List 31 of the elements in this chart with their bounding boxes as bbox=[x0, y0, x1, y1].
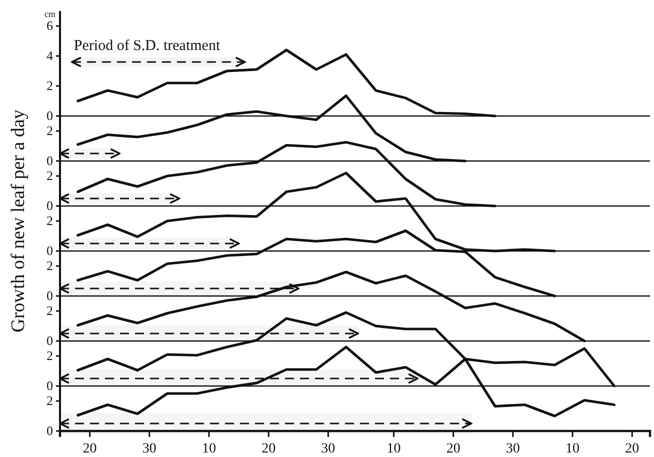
y-tick-label: 0 bbox=[46, 288, 53, 304]
y-tick-label: 0 bbox=[46, 423, 53, 438]
x-tick-label: 20 bbox=[625, 442, 640, 457]
x-tick-label: 20 bbox=[446, 442, 460, 457]
band-label: Period of S.D. treatment bbox=[74, 38, 221, 54]
y-tick-label: 2 bbox=[46, 213, 53, 228]
x-tick-label: 10 bbox=[202, 442, 216, 457]
x-tick-label: 10 bbox=[566, 442, 580, 457]
x-tick-label: 20 bbox=[262, 442, 276, 457]
y-tick-label: 2 bbox=[46, 393, 53, 408]
y-tick-label: 0 bbox=[46, 333, 53, 348]
text: cm bbox=[44, 9, 56, 19]
y-tick-label: 0 bbox=[46, 198, 53, 214]
y-tick-label: 0 bbox=[46, 243, 53, 258]
x-tick-label: 10 bbox=[386, 442, 401, 457]
y-axis-title: Growth of new leaf per a day bbox=[8, 109, 29, 332]
x-tick-label: 30 bbox=[142, 442, 156, 457]
y-tick-label: 2 bbox=[46, 168, 53, 184]
y-tick-label: 2 bbox=[46, 258, 53, 274]
x-tick-label: 30 bbox=[506, 442, 520, 457]
y-tick-label: 4 bbox=[46, 48, 54, 64]
y-tick-label: 6 bbox=[46, 18, 54, 34]
x-tick-label: 20 bbox=[82, 442, 97, 457]
y-tick-label: 2 bbox=[46, 78, 53, 94]
y-tick-label: 2 bbox=[46, 123, 53, 138]
y-tick-label: 0 bbox=[46, 378, 53, 394]
y-tick-label: 0 bbox=[46, 108, 53, 124]
y-tick-label: 2 bbox=[46, 303, 53, 318]
y-tick-label: 2 bbox=[46, 348, 53, 364]
y-tick-label: 0 bbox=[46, 153, 53, 168]
x-tick-label: 30 bbox=[321, 442, 336, 457]
